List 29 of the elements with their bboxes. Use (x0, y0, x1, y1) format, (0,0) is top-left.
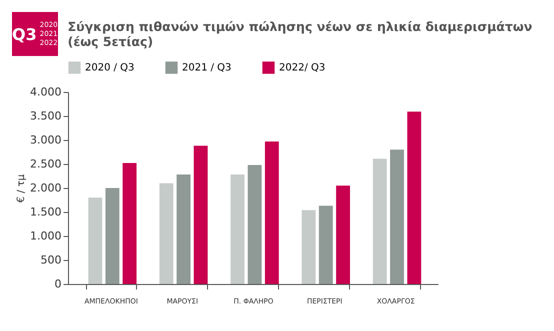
legend-label: 2020 / Q3 (85, 62, 134, 74)
bar (264, 141, 279, 284)
bar (302, 210, 316, 284)
chart-title: Σύγκριση πιθανών τιμών πώλησης νέων σε ηλικία διαμερισμάτων (έως 5ετίας) (68, 19, 534, 49)
y-tick-label: 1.500 (30, 206, 62, 218)
legend-label: 2022/ Q3 (279, 62, 326, 74)
bar (318, 206, 333, 284)
bar (407, 112, 422, 284)
y-tick-label: 3.500 (30, 110, 62, 122)
bar (336, 186, 350, 284)
bar (390, 150, 404, 284)
y-tick-label: 0 (54, 278, 62, 290)
y-tick-label: 4.000 (30, 86, 62, 98)
bar (248, 164, 262, 284)
bar (194, 146, 208, 284)
bar (230, 174, 244, 284)
y-axis-title: € / τμ (16, 174, 28, 203)
bar (105, 188, 120, 284)
bar (372, 158, 387, 284)
y-tick-label: 500 (40, 254, 62, 266)
legend-label: 2021 / Q3 (182, 62, 232, 74)
y-tick-label: 3.000 (30, 134, 62, 146)
y-tick-label: 1.000 (30, 230, 62, 242)
bar (159, 183, 174, 284)
y-tick-label: 2.000 (30, 182, 62, 194)
bar (176, 174, 191, 284)
bar (122, 163, 137, 284)
y-tick-label: 2.500 (30, 158, 62, 170)
bar (88, 198, 102, 284)
